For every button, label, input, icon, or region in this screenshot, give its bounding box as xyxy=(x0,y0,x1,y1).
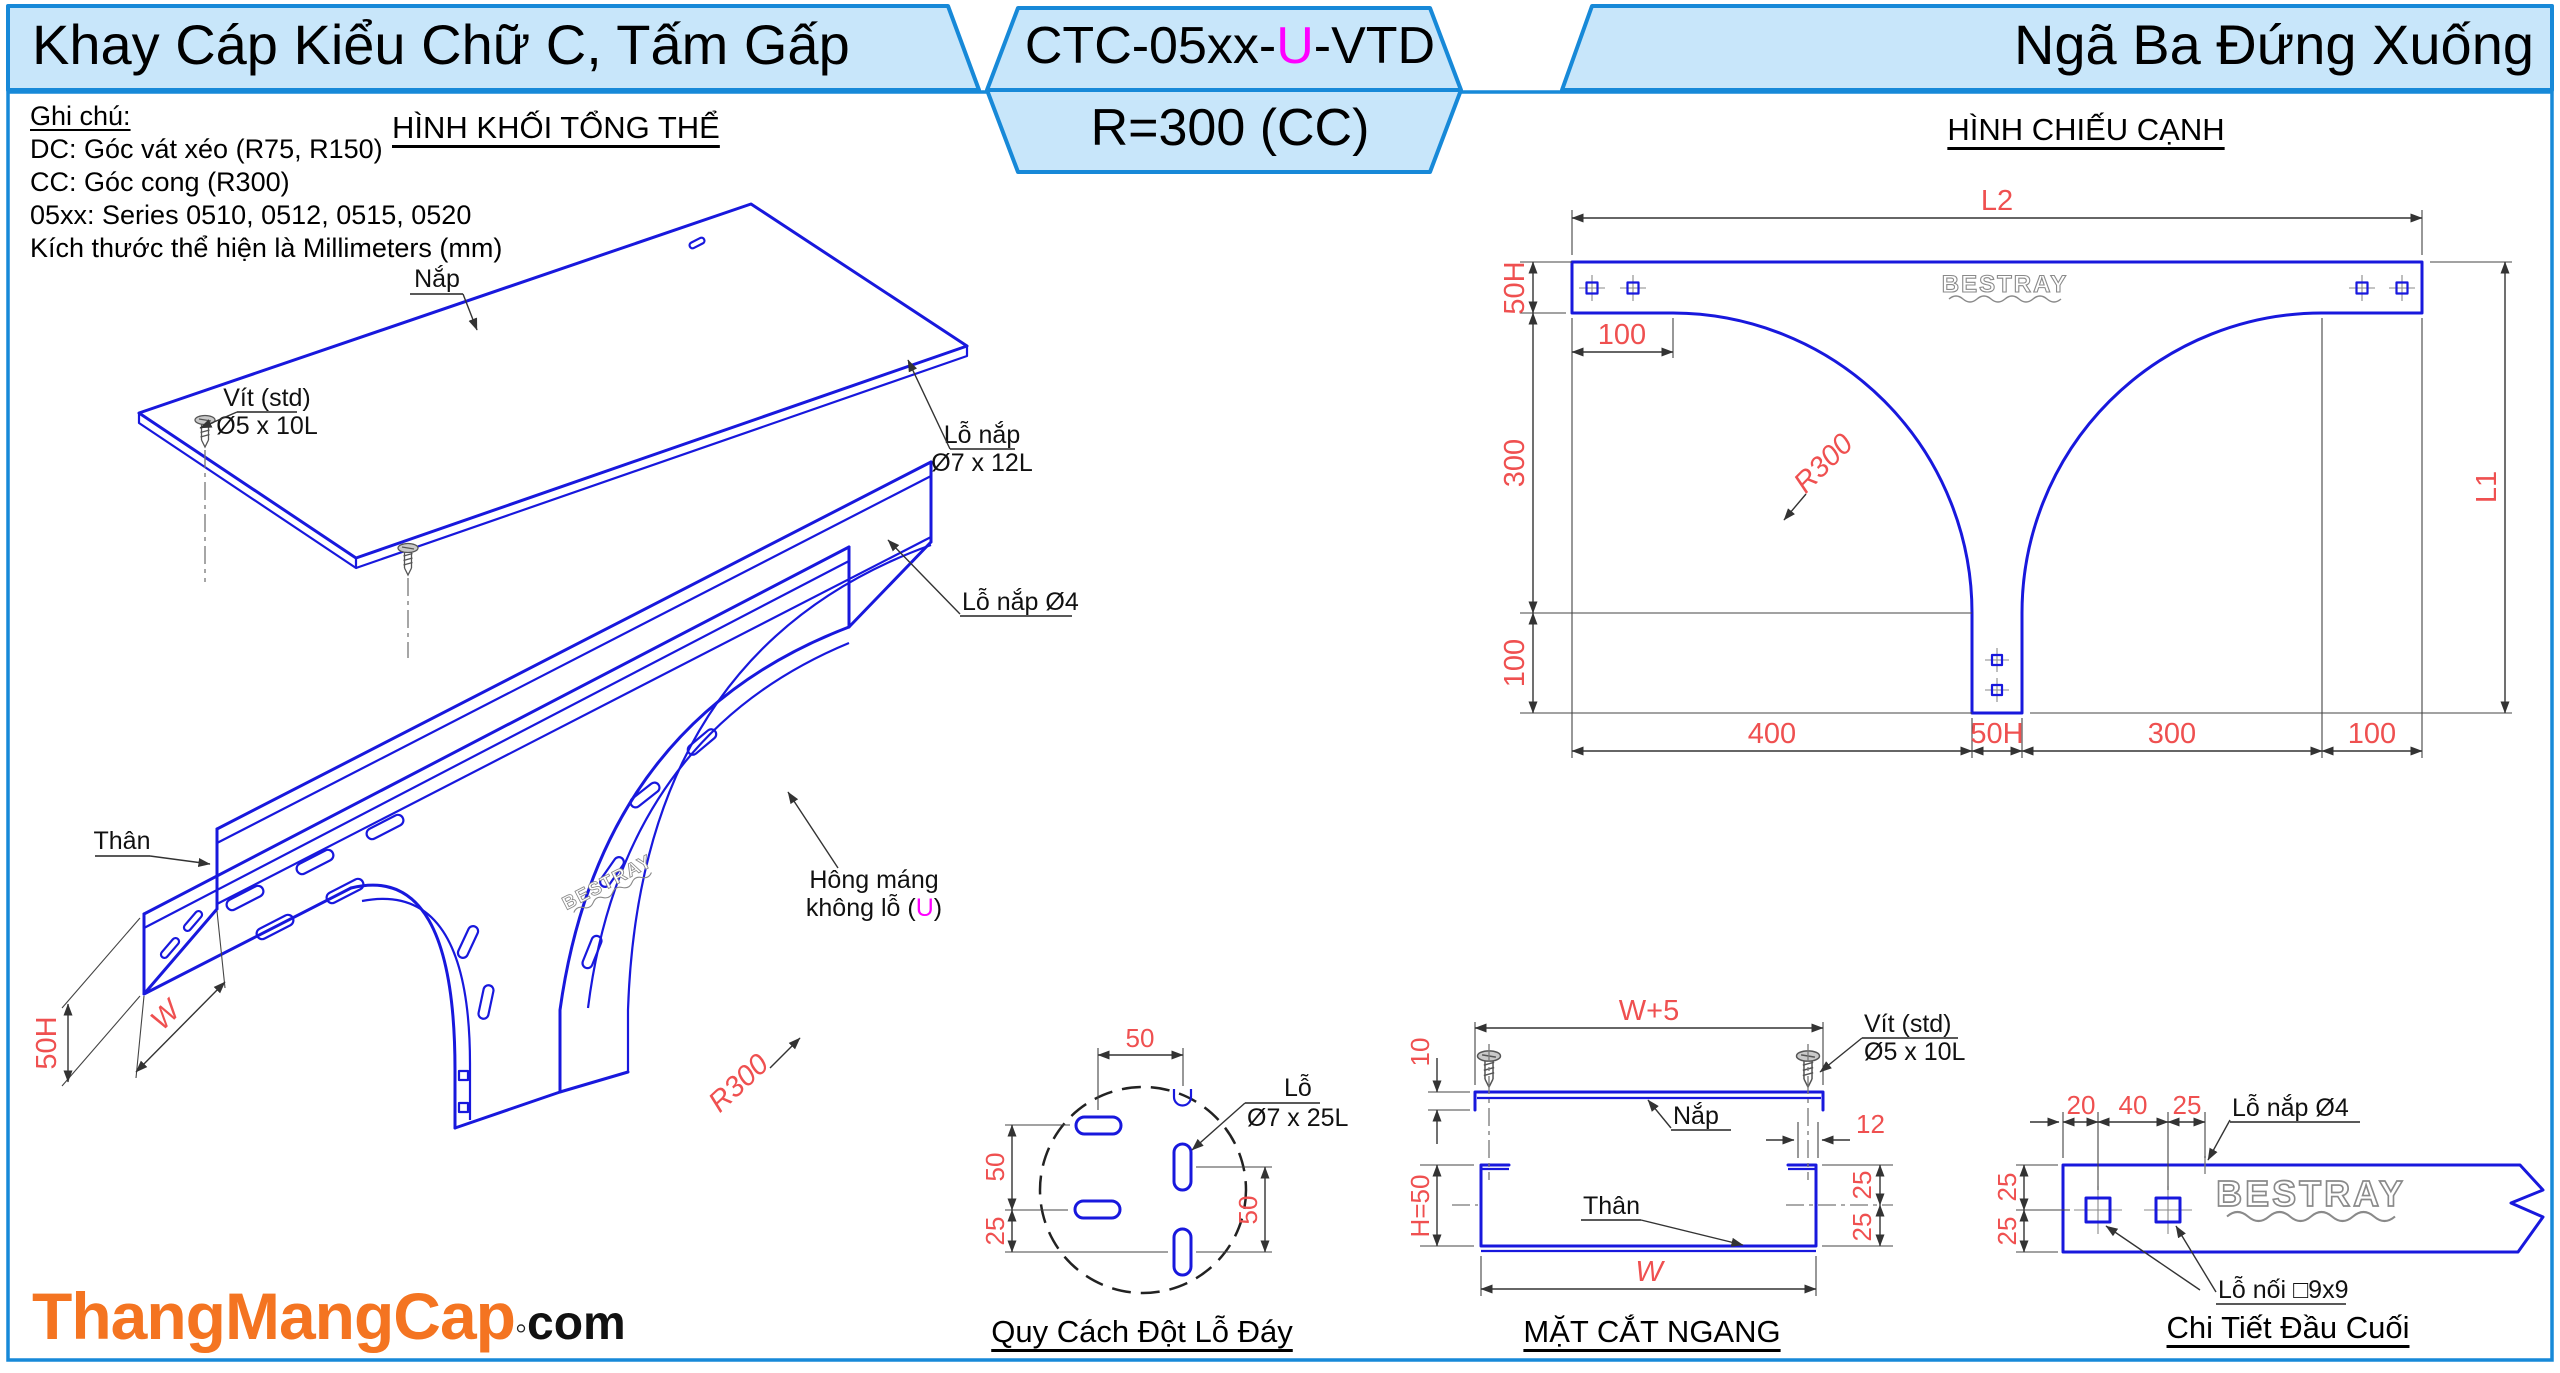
part-code-prefix: CTC-05xx- xyxy=(1024,17,1277,75)
end-dim-25b: 25 xyxy=(1992,1217,2022,1246)
xsec-body-label: Thân xyxy=(1583,1192,1640,1220)
xsec-screw-label-1: Vít (std) xyxy=(1864,1010,1952,1038)
iso-body xyxy=(142,460,933,1130)
brand-watermark: ThangMangCap◦com xyxy=(32,1278,626,1354)
brand-dot: ◦ xyxy=(514,1309,528,1347)
iso-side-label-1: Hông máng xyxy=(809,866,938,894)
iso-cover-hole-label-1: Lỗ nắp xyxy=(944,420,1020,449)
side-view-dimensions: L2 L1 50H 300 100 100 400 50H 300 100 R3… xyxy=(1499,185,2510,756)
cross-section-dimensions: W+5 10 12 H=50 25 25 W xyxy=(1405,995,1893,1296)
sheet-title-left: Khay Cáp Kiểu Chữ C, Tấm Gấp xyxy=(32,13,850,76)
iso-cover xyxy=(137,202,969,570)
end-dim-25a: 25 xyxy=(1992,1173,2022,1202)
isometric-view: Nắp Vít (std) Ø5 x 10L Lỗ nắp Ø7 x 12L L… xyxy=(31,202,1079,1130)
sheet-title-right: Ngã Ba Đứng Xuống xyxy=(2013,13,2534,76)
end-detail-labels: Lỗ nắp Ø4 Lỗ nối □9x9 xyxy=(2105,1093,2360,1305)
side-view-title: HÌNH CHIẾU CẠNH xyxy=(1947,112,2225,147)
sheet-frame xyxy=(6,4,2554,1362)
iso-cover-label: Nắp xyxy=(414,264,460,293)
part-code-variant: U xyxy=(1276,17,1314,75)
side-dim-l2: L2 xyxy=(1981,185,2013,217)
end-cover-hole-label: Lỗ nắp Ø4 xyxy=(2232,1093,2349,1122)
iso-body-label: Thân xyxy=(94,827,151,855)
iso-screw-label-1: Vít (std) xyxy=(223,384,311,412)
overall-view-title: HÌNH KHỐI TỔNG THỂ xyxy=(392,110,720,145)
xsec-dim-10: 10 xyxy=(1405,1038,1435,1067)
end-dim-25: 25 xyxy=(2173,1090,2202,1120)
brand-name: ThangMangCap xyxy=(32,1279,516,1353)
iso-dim-r300: R300 xyxy=(703,1048,776,1119)
iso-side-label-2: không lỗ (U) xyxy=(806,893,942,922)
side-dim-300: 300 xyxy=(1499,439,1531,487)
header-left-box xyxy=(6,4,981,92)
side-dim-b300: 300 xyxy=(2148,718,2196,750)
bottom-holes-dimensions: 50 50 25 50 xyxy=(980,1023,1272,1253)
notes-title: Ghi chú: xyxy=(30,101,131,131)
end-dim-40: 40 xyxy=(2119,1090,2148,1120)
note-line: CC: Góc cong (R300) xyxy=(30,167,290,197)
end-detail: 20 40 25 25 25 Lỗ nắp Ø4 Lỗ nối □9x9 xyxy=(1992,1090,2545,1305)
side-dim-100: 100 xyxy=(1499,639,1531,687)
side-dim-400: 400 xyxy=(1748,718,1796,750)
xsec-dim-25b: 25 xyxy=(1847,1213,1877,1242)
note-line: Kích thước thể hiện là Millimeters (mm) xyxy=(30,233,503,263)
iso-dimensions: 50H W R300 xyxy=(31,910,801,1119)
cross-section: W+5 10 12 H=50 25 25 W Nắp Thâ xyxy=(1405,995,1966,1296)
side-dim-top100: 100 xyxy=(1598,319,1646,351)
xsec-dim-w: W xyxy=(1635,1256,1665,1288)
bottom-holes-title: Quy Cách Đột Lỗ Đáy xyxy=(991,1314,1293,1349)
notes-block: Ghi chú: DC: Góc vát xéo (R75, R150) CC:… xyxy=(30,100,502,265)
end-dim-20: 20 xyxy=(2067,1090,2096,1120)
xsec-dim-h50: H=50 xyxy=(1405,1175,1435,1238)
xsec-dim-12: 12 xyxy=(1856,1109,1885,1139)
iso-dim-50h: 50H xyxy=(31,1016,63,1069)
note-line: DC: Góc vát xéo (R75, R150) xyxy=(30,134,383,164)
holes-dim-left50: 50 xyxy=(980,1153,1010,1182)
xsec-cover-label: Nắp xyxy=(1673,1101,1719,1130)
iso-dim-w: W xyxy=(145,993,189,1037)
side-view-holes xyxy=(1579,275,2415,702)
xsec-screw-label-2: Ø5 x 10L xyxy=(1864,1038,1966,1066)
cross-section-title: MẶT CẮT NGANG xyxy=(1523,1314,1781,1349)
holes-label-spec: Ø7 x 25L xyxy=(1247,1104,1349,1132)
holes-label-lo: Lỗ xyxy=(1284,1073,1312,1102)
cross-section-labels: Nắp Thân Vít (std) Ø5 x 10L xyxy=(1581,1010,1966,1247)
end-joint-hole-label: Lỗ nối □9x9 xyxy=(2218,1275,2348,1304)
iso-cover-hole4-label: Lỗ nắp Ø4 xyxy=(962,587,1079,616)
bottom-holes-detail: 50 50 25 50 Lỗ Ø7 x 25L xyxy=(980,1023,1349,1295)
note-line: 05xx: Series 0510, 0512, 0515, 0520 xyxy=(30,200,472,230)
side-dim-b50h: 50H xyxy=(1970,718,2023,750)
part-code-suffix: -VTD xyxy=(1313,17,1436,75)
xsec-dim-25a: 25 xyxy=(1847,1171,1877,1200)
holes-dim-right50: 50 xyxy=(1233,1196,1263,1225)
iso-screw-label-2: Ø5 x 10L xyxy=(216,412,318,440)
holes-dim-top50: 50 xyxy=(1126,1023,1155,1053)
side-dim-50h: 50H xyxy=(1499,261,1531,314)
end-detail-title: Chi Tiết Đầu Cuối xyxy=(2166,1310,2410,1345)
header-right-box xyxy=(1560,4,2554,92)
holes-dim-left25: 25 xyxy=(980,1217,1010,1246)
side-dim-l1: L1 xyxy=(2471,471,2503,503)
side-dim-b100: 100 xyxy=(2348,718,2396,750)
side-view: L2 L1 50H 300 100 100 400 50H 300 100 R3… xyxy=(1499,185,2512,758)
end-detail-dimensions: 20 40 25 25 25 xyxy=(1992,1090,2206,1253)
xsec-dim-w5: W+5 xyxy=(1619,995,1679,1027)
part-code: CTC-05xx-U-VTD xyxy=(1020,16,1440,76)
iso-labels: Nắp Vít (std) Ø5 x 10L Lỗ nắp Ø7 x 12L L… xyxy=(94,264,1079,922)
iso-cover-hole-label-2: Ø7 x 12L xyxy=(931,449,1033,477)
radius-label: R=300 (CC) xyxy=(1090,99,1370,157)
side-dim-r300: R300 xyxy=(1788,428,1860,500)
brand-tld: com xyxy=(527,1297,626,1350)
